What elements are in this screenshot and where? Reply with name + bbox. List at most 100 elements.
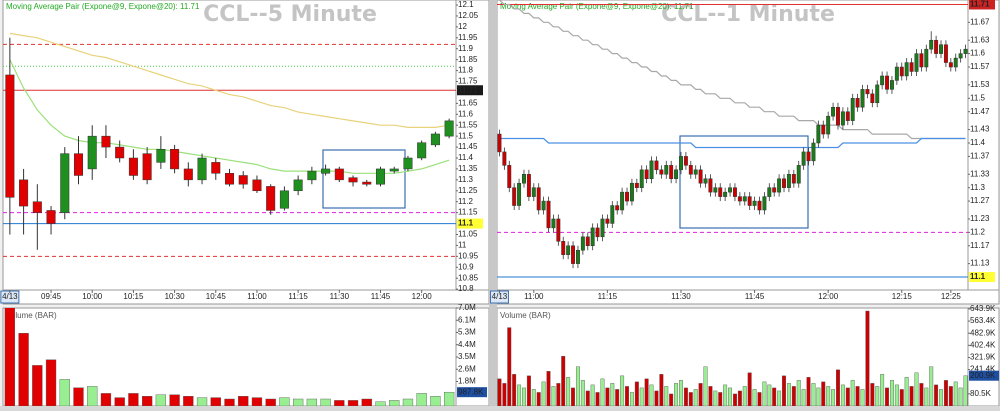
candle-body (629, 182, 634, 202)
candle-body (870, 93, 875, 104)
y-tick-label: 4.4M (458, 340, 476, 349)
x-tick-label: 11:00 (247, 292, 267, 301)
ma-line (9, 32, 450, 128)
y-tick-label: 7.0M (458, 303, 476, 312)
candle-body (889, 80, 894, 90)
y-tick-label: 11.37 (970, 152, 990, 161)
volume-bar (845, 387, 850, 406)
y-tick-label: 11.15 (458, 208, 478, 217)
y-tick-label: 11.9 (458, 44, 474, 53)
y-tick-label: 11.63 (970, 35, 990, 44)
volume-bar (292, 398, 304, 406)
candle-body (963, 48, 968, 54)
volume-bar (654, 390, 659, 406)
y-tick-label: 643.9K (970, 304, 996, 313)
chart-title: CCL--5 Minute (203, 2, 377, 27)
volume-bar (831, 389, 836, 406)
volume-bar (806, 377, 811, 406)
y-tick-label: 11.2 (970, 227, 986, 236)
candle-body (526, 174, 531, 197)
candle-body (610, 205, 615, 224)
candle-body (5, 74, 15, 198)
candle-body (801, 151, 806, 166)
candle-body (767, 187, 772, 197)
candle-body (723, 191, 728, 197)
candle-body (561, 241, 566, 255)
candle-body (546, 200, 551, 229)
candle-body (87, 135, 97, 170)
volume-bar (531, 389, 536, 406)
candle-body (197, 157, 207, 181)
volume-bar (728, 387, 733, 406)
volume-bar (732, 393, 737, 406)
y-tick-label: 11.33 (970, 169, 990, 178)
chart-title: CCL--1 Minute (661, 2, 835, 27)
volume-bar (757, 392, 762, 406)
candle-body (924, 48, 929, 68)
candle-body (688, 165, 693, 175)
volume-bar (669, 393, 674, 406)
volume-bar (644, 378, 649, 406)
candle-body (943, 44, 948, 63)
candle-body (46, 210, 56, 224)
candle-body (639, 169, 644, 188)
volume-bar (708, 386, 713, 406)
y-tick-label: 12 (458, 22, 467, 31)
candle-body (590, 227, 595, 247)
candle-body (649, 160, 654, 179)
x-tick-label: 10:45 (206, 292, 227, 301)
volume-bar (919, 383, 924, 406)
candle-body (170, 149, 180, 170)
y-tick-label: 11.23 (970, 214, 990, 223)
volume-bar (674, 383, 679, 406)
candle-body (831, 106, 836, 117)
candle-body (502, 151, 507, 166)
volume-bar (713, 390, 718, 406)
candle-body (556, 218, 561, 242)
y-tick-label: 402.4K (970, 340, 996, 349)
candle-body (683, 156, 688, 166)
price-pane (2, 0, 457, 291)
candle-body (737, 196, 742, 202)
x-tick-label: 12:00 (818, 292, 839, 301)
candle-body (698, 169, 703, 184)
volume-bar (18, 333, 29, 406)
candle-body (909, 62, 914, 72)
volume-bar (443, 391, 455, 406)
volume-bar (811, 383, 816, 406)
candle-body (417, 142, 427, 159)
y-tick-label: 11.8 (458, 66, 474, 75)
volume-bar (141, 396, 153, 406)
volume-bar (899, 389, 904, 406)
y-tick-label: 11.45 (458, 142, 478, 151)
y-tick-label: 11.25 (458, 186, 478, 195)
volume-bar (924, 387, 929, 406)
candle-body (541, 200, 546, 211)
volume-bar (541, 381, 546, 406)
candle-body (816, 124, 821, 144)
candle-body (183, 168, 193, 181)
volume-bar (389, 400, 400, 406)
volume-bar (934, 384, 939, 406)
candle-body (634, 182, 639, 188)
volume-bar (948, 386, 953, 406)
selection-box (322, 149, 406, 209)
candle-body (334, 168, 344, 181)
price-tag (457, 85, 483, 96)
legend: Moving Average Pair (Expone@9, Expone@20… (500, 2, 694, 11)
volume-bar (361, 398, 372, 406)
candle-body (507, 165, 512, 188)
volume-bar (4, 308, 16, 406)
y-tick-label: 11.75 (458, 77, 478, 86)
y-tick-label: 11.47 (970, 107, 990, 116)
y-tick-label: 11.43 (970, 125, 990, 134)
candle-body (497, 133, 502, 153)
volume-tag (969, 370, 999, 381)
candle-body (571, 245, 576, 264)
candle-body (821, 124, 826, 135)
candle-body (693, 169, 698, 175)
y-tick-label: 321.9K (970, 353, 996, 362)
x-tick-label: 10:15 (123, 292, 144, 301)
candle-body (674, 169, 679, 179)
volume-bar (546, 371, 551, 406)
